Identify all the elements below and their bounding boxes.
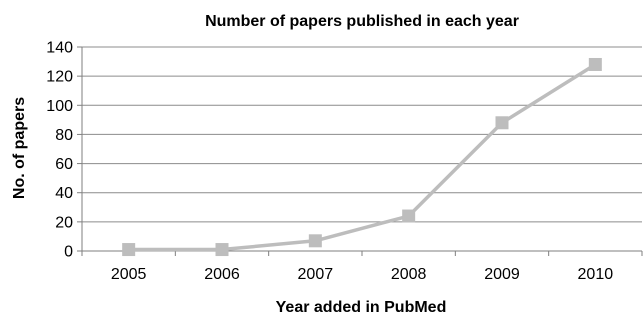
x-tick-label-2008: 2008: [391, 266, 427, 283]
y-tick-label: 80: [55, 127, 73, 144]
data-point-2008: [402, 209, 416, 223]
x-tick-label-2009: 2009: [484, 266, 520, 283]
x-axis-title: Year added in PubMed: [276, 299, 447, 316]
series-line: [128, 63, 597, 252]
y-tick-label: 140: [46, 40, 73, 57]
axes: [77, 46, 643, 256]
data-point-2007: [308, 234, 322, 248]
x-tick-labels: 2005 2006 2007 2008 2009 2010: [111, 266, 613, 283]
data-point-2010: [588, 57, 602, 71]
y-tick-label: 0: [64, 244, 73, 261]
y-tick-label: 60: [55, 156, 73, 173]
y-tick-label: 40: [55, 185, 73, 202]
data-point-2006: [215, 243, 229, 257]
series-group: [122, 57, 602, 257]
x-tick-label-2005: 2005: [111, 266, 147, 283]
data-point-2005: [122, 243, 136, 257]
y-tick-label: 100: [46, 98, 73, 115]
chart-title: Number of papers published in each year: [205, 13, 519, 30]
y-tick-labels: 0 20 40 60 80 100 120 140: [46, 40, 73, 261]
x-tick-label-2006: 2006: [204, 266, 240, 283]
gridlines: [82, 46, 642, 223]
y-tick-label: 120: [46, 69, 73, 86]
x-tick-label-2007: 2007: [298, 266, 334, 283]
x-tick-label-2010: 2010: [578, 266, 614, 283]
y-tick-label: 20: [55, 214, 73, 231]
y-axis-title: No. of papers: [11, 97, 28, 199]
data-point-2009: [495, 116, 509, 130]
